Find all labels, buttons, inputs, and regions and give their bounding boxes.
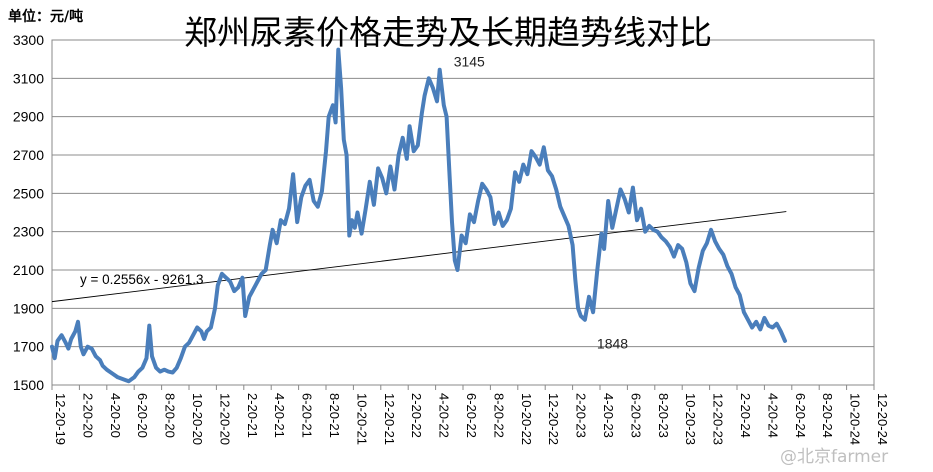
price-series-line — [50, 47, 787, 384]
x-tick-label: 2-20-22 — [409, 393, 424, 438]
x-tick-label: 4-20-23 — [601, 393, 616, 438]
y-tick-label: 2300 — [13, 224, 44, 240]
trend-line — [51, 211, 787, 303]
watermark: @北京farmer — [780, 447, 888, 467]
x-tick-label: 6-20-24 — [793, 393, 808, 438]
x-tick-label: 6-20-22 — [464, 393, 479, 438]
x-tick-label: 8-20-20 — [163, 393, 178, 438]
x-tick-label: 10-20-21 — [354, 393, 369, 445]
unit-label: 单位：元/吨 — [8, 8, 83, 25]
x-tick-label: 12-20-22 — [546, 393, 561, 445]
x-tick-label: 8-20-22 — [491, 393, 506, 438]
y-tick-label: 2500 — [13, 185, 44, 201]
x-tick-label: 6-20-20 — [135, 393, 150, 438]
x-tick-label: 12-20-24 — [875, 393, 890, 445]
x-tick-label: 2-20-24 — [738, 393, 753, 438]
x-tick-label: 10-20-23 — [683, 393, 698, 445]
x-tick-label: 4-20-21 — [272, 393, 287, 438]
x-tick-label: 4-20-24 — [765, 393, 780, 438]
y-tick-label: 2700 — [13, 147, 44, 163]
x-tick-label: 8-20-21 — [327, 393, 342, 438]
y-tick-label: 1500 — [13, 377, 44, 393]
plot-area-border — [51, 39, 875, 386]
x-tick-label: 10-20-22 — [519, 393, 534, 445]
x-tick-label: 12-20-19 — [53, 393, 68, 445]
y-tick-label: 3100 — [13, 70, 44, 86]
y-axis: 1500 1700 1900 2100 2300 2500 2700 2900 3100 3300 — [13, 32, 44, 393]
data-label: 3145 — [454, 54, 485, 70]
x-tick-label: 12-20-23 — [711, 393, 726, 445]
x-tick-label: 4-20-20 — [108, 393, 123, 438]
x-tick-label: 2-20-21 — [245, 393, 260, 438]
data-label: 1848 — [597, 335, 628, 351]
x-tick-label: 8-20-23 — [656, 393, 671, 438]
x-tick-label: 6-20-23 — [628, 393, 643, 438]
trend-equation: y = 0.2556x - 9261.3 — [80, 272, 203, 287]
y-tick-label: 2900 — [13, 109, 44, 125]
y-tick-label: 3300 — [13, 32, 44, 48]
x-tick-label: 6-20-21 — [300, 393, 315, 438]
x-tick-label: 12-20-21 — [382, 393, 397, 445]
x-tick-label: 8-20-24 — [820, 393, 835, 438]
x-axis: 12-20-19 2-20-20 4-20-20 6-20-20 8-20-20 10-2… — [51, 385, 890, 445]
gridlines — [52, 39, 874, 386]
y-tick-label: 2100 — [13, 262, 44, 278]
x-tick-label: 12-20-20 — [217, 393, 232, 445]
x-tick-label: 4-20-22 — [437, 393, 452, 438]
x-tick-label: 2-20-20 — [80, 393, 95, 438]
x-tick-label: 2-20-23 — [574, 393, 589, 438]
annotations: 3145 1848 — [454, 54, 629, 352]
y-tick-label: 1700 — [13, 339, 44, 355]
x-tick-label: 10-20-24 — [848, 393, 863, 445]
x-tick-label: 10-20-20 — [190, 393, 205, 445]
chart-title: 郑州尿素价格走势及长期趋势线对比 — [184, 13, 712, 52]
y-tick-label: 1900 — [13, 300, 44, 316]
